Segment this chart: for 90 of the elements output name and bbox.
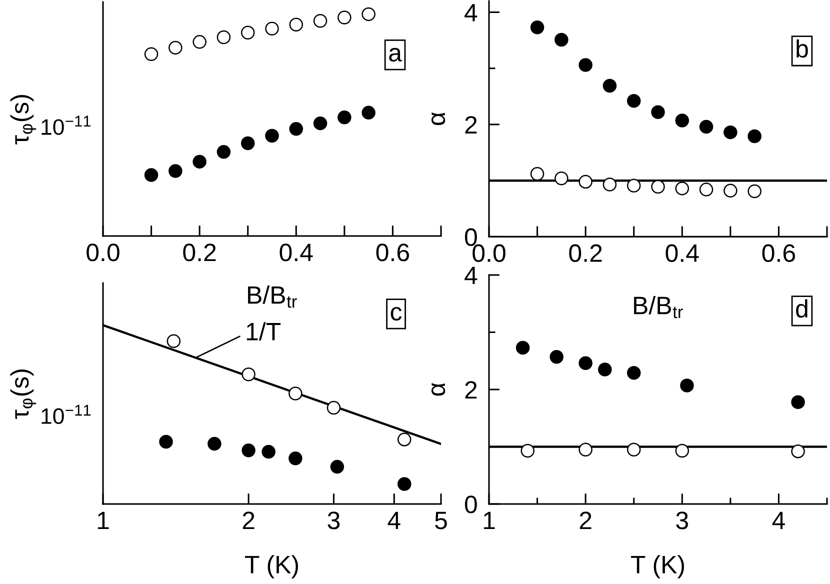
x-tick-label: 4 [388, 512, 400, 530]
point [699, 120, 714, 134]
point [699, 182, 714, 196]
y-axis-title: τ$_{φ}$(s) [10, 95, 36, 144]
x-tick-label: 1 [484, 512, 495, 530]
x-tick-label: 3 [328, 512, 340, 530]
point [578, 58, 592, 72]
point [602, 78, 617, 93]
x-axis-title: B/B$_{tr}$ [634, 296, 683, 318]
x-tick-label: 2 [580, 512, 592, 530]
text: c [390, 306, 402, 321]
point [289, 18, 304, 32]
point [626, 94, 641, 108]
x-tick-label: 1 [98, 512, 109, 530]
point [602, 178, 617, 192]
point [168, 40, 182, 55]
x-tick-label: 0.2 [569, 244, 602, 262]
point [192, 35, 206, 49]
point [578, 442, 592, 456]
point [550, 350, 564, 364]
point [626, 366, 641, 380]
point [240, 26, 255, 40]
annotation: b [796, 39, 808, 58]
y-tick-label: 0 [464, 228, 477, 246]
point [313, 14, 328, 28]
point [626, 178, 641, 193]
point [338, 110, 352, 124]
x-axis-title: T (K) [631, 555, 684, 578]
x-tick-label: 0.0 [472, 244, 506, 262]
point [168, 164, 182, 178]
point [651, 180, 665, 194]
x-tick-label: 0.0 [86, 244, 120, 262]
point [675, 114, 690, 128]
y-axis-title: α [431, 382, 446, 396]
text: 10$^{−11}$ [42, 116, 91, 135]
point [675, 182, 690, 196]
point [554, 171, 568, 186]
x-tick-label: 0.4 [280, 244, 313, 262]
point [516, 340, 530, 355]
x-tick-label: 0.2 [183, 244, 216, 262]
point [240, 136, 255, 150]
point [313, 116, 328, 130]
annotation: d [796, 299, 808, 318]
point [724, 184, 738, 198]
point [791, 395, 805, 409]
point [626, 442, 641, 456]
point [748, 129, 762, 144]
text: 10$^{−11}$ [42, 404, 91, 424]
point [289, 122, 304, 136]
point [530, 166, 544, 181]
y-tick-label: 0 [464, 496, 477, 514]
y-axis-title: α [431, 112, 446, 126]
y-tick-label: 4 [464, 266, 478, 284]
x-tick-label: 4 [772, 512, 785, 530]
x-tick-label: 2 [242, 512, 254, 530]
point [265, 22, 279, 36]
point [680, 378, 694, 392]
y-axis-title: τ$_{φ}$(s) [10, 370, 36, 419]
point [554, 32, 568, 47]
point [675, 444, 690, 458]
point [530, 20, 544, 34]
point [362, 7, 376, 22]
point [216, 145, 231, 159]
point [748, 184, 762, 198]
point [651, 105, 665, 119]
x-tick-label: 0.4 [666, 244, 699, 262]
x-axis-title: T (K) [245, 555, 298, 578]
point [192, 154, 206, 169]
point [578, 356, 592, 370]
point [265, 128, 279, 143]
x-axis-title: B/B$_{tr}$ [248, 286, 297, 308]
y-tick-label: 2 [465, 116, 477, 134]
x-tick-label: 5 [435, 512, 447, 530]
point [144, 168, 158, 182]
point [216, 30, 231, 44]
annotation: 1/T [246, 322, 281, 340]
point [520, 444, 535, 458]
point [724, 125, 738, 140]
point [578, 174, 592, 189]
y-tick-label: 4 [464, 4, 478, 22]
annotation: a [389, 48, 402, 62]
point [338, 10, 352, 24]
x-tick-label: 0.6 [762, 244, 795, 262]
x-tick-label: 0.6 [376, 244, 409, 262]
point [598, 362, 612, 376]
point [362, 106, 376, 120]
y-tick-label: 2 [465, 381, 477, 399]
point [791, 444, 805, 458]
x-tick-label: 3 [676, 512, 688, 530]
point [144, 47, 158, 61]
